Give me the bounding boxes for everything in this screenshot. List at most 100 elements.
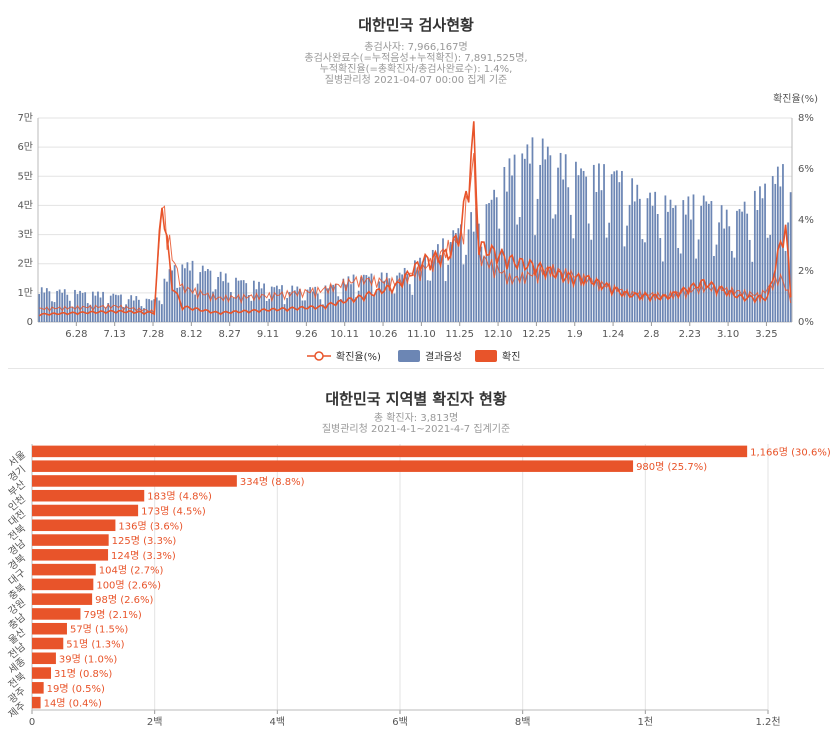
negative-bar: [529, 163, 531, 322]
negative-bar: [74, 289, 76, 322]
negative-bar: [784, 250, 787, 322]
negative-bar: [181, 264, 184, 322]
negative-bar: [375, 290, 378, 322]
chart1-subtitle-line: 질병관리청 2021-04-07 00:00 집계 기준: [324, 75, 508, 86]
negative-bar: [733, 257, 736, 322]
region-category-label: 제주: [6, 700, 28, 721]
y2-tick-label: 0%: [798, 317, 814, 328]
negative-bar: [117, 295, 120, 322]
negative-bar: [702, 195, 705, 322]
negative-bar: [656, 214, 659, 322]
negative-bar: [102, 291, 104, 322]
negative-bar: [513, 154, 516, 322]
chart1-subtitle: 총검사자: 7,966,167명 총검사완료수(=누적음성+누적확진): 7,8…: [0, 42, 832, 86]
negative-bar: [498, 228, 501, 322]
negative-bar: [674, 205, 677, 322]
negative-bar: [720, 205, 723, 322]
negative-bar: [214, 289, 217, 322]
negative-bar: [309, 287, 311, 322]
negative-bar: [457, 228, 460, 322]
negative-bar: [659, 238, 662, 322]
negative-bar: [368, 276, 370, 322]
negative-bar: [79, 290, 81, 322]
region-data-label: 183명 (4.8%): [147, 491, 212, 503]
negative-bar: [416, 267, 419, 322]
negative-bar: [373, 296, 375, 322]
negative-bar: [465, 254, 467, 322]
negative-bar: [150, 300, 153, 322]
negative-bar: [51, 301, 53, 322]
x-tick-label: 0: [29, 717, 35, 728]
x-tick-label: 2백: [147, 716, 163, 728]
negative-bar: [554, 214, 557, 322]
negative-bar: [713, 256, 715, 322]
chart2-subtitle-line: 총 확진자: 3,813명: [373, 413, 459, 424]
negative-bar: [672, 207, 674, 322]
x-tick-label: 1.24: [602, 329, 624, 340]
negative-bar: [582, 170, 585, 322]
negative-bar: [314, 286, 317, 322]
negative-bar: [541, 138, 544, 322]
negative-bar: [610, 174, 613, 322]
negative-bar: [585, 176, 588, 322]
negative-bar: [235, 277, 237, 322]
negative-bar: [411, 294, 414, 322]
negative-bar: [577, 175, 580, 322]
negative-bar: [559, 152, 562, 322]
region-bar: [32, 475, 237, 487]
negative-bar: [365, 275, 368, 322]
negative-bar: [378, 281, 380, 322]
negative-bar: [751, 261, 754, 322]
negative-bar: [91, 291, 94, 322]
chart2-subtitle-line: 질병관리청 2021-4-1~2021-4-7 집계기준: [321, 424, 511, 435]
negative-bar: [97, 291, 99, 322]
negative-bar: [431, 249, 434, 322]
negative-bar: [682, 200, 685, 322]
negative-bar: [186, 262, 189, 322]
x-tick-label: 1천: [638, 716, 654, 728]
negative-bar: [135, 296, 138, 322]
region-data-label: 14명 (0.4%): [44, 698, 102, 710]
negative-bar: [357, 290, 360, 322]
y-tick-label: 6만: [17, 141, 33, 153]
legend-rate-marker: [314, 351, 324, 361]
section-divider: [8, 368, 824, 369]
negative-bar: [183, 268, 186, 322]
region-bar: [32, 549, 109, 561]
negative-bar: [454, 233, 457, 322]
negative-bar: [81, 292, 84, 322]
negative-bar: [58, 289, 61, 322]
negative-bar: [511, 175, 513, 322]
negative-bar: [654, 191, 657, 322]
negative-bar: [661, 261, 664, 322]
negative-bar: [122, 306, 125, 322]
negative-bar: [618, 182, 621, 322]
legend-negative-label: 결과음성: [425, 351, 462, 363]
negative-bar: [705, 201, 708, 322]
negative-bar: [503, 166, 506, 322]
negative-bar: [120, 294, 122, 322]
negative-bar: [350, 284, 352, 322]
region-bar: [32, 504, 139, 517]
x-tick-label: 3.10: [717, 329, 739, 340]
negative-bar: [692, 194, 695, 322]
negative-bar: [470, 212, 473, 322]
negative-bar: [636, 184, 639, 322]
negative-bar: [483, 256, 485, 322]
negative-bar: [641, 239, 644, 322]
y2-tick-label: 2%: [798, 266, 814, 277]
negative-bar: [600, 190, 603, 322]
region-data-label: 19명 (0.5%): [47, 683, 105, 695]
negative-bar: [562, 179, 565, 322]
negative-bar: [322, 304, 324, 322]
negative-bar: [736, 210, 738, 322]
negative-bar: [86, 303, 89, 322]
negative-bar: [339, 298, 342, 322]
x-tick-label: 7.13: [104, 329, 126, 340]
negative-bar: [43, 292, 46, 322]
negative-bar: [178, 287, 181, 322]
negative-bar: [646, 198, 649, 322]
negative-bar: [360, 277, 363, 322]
negative-bar: [168, 269, 171, 322]
negative-bar: [334, 283, 337, 322]
